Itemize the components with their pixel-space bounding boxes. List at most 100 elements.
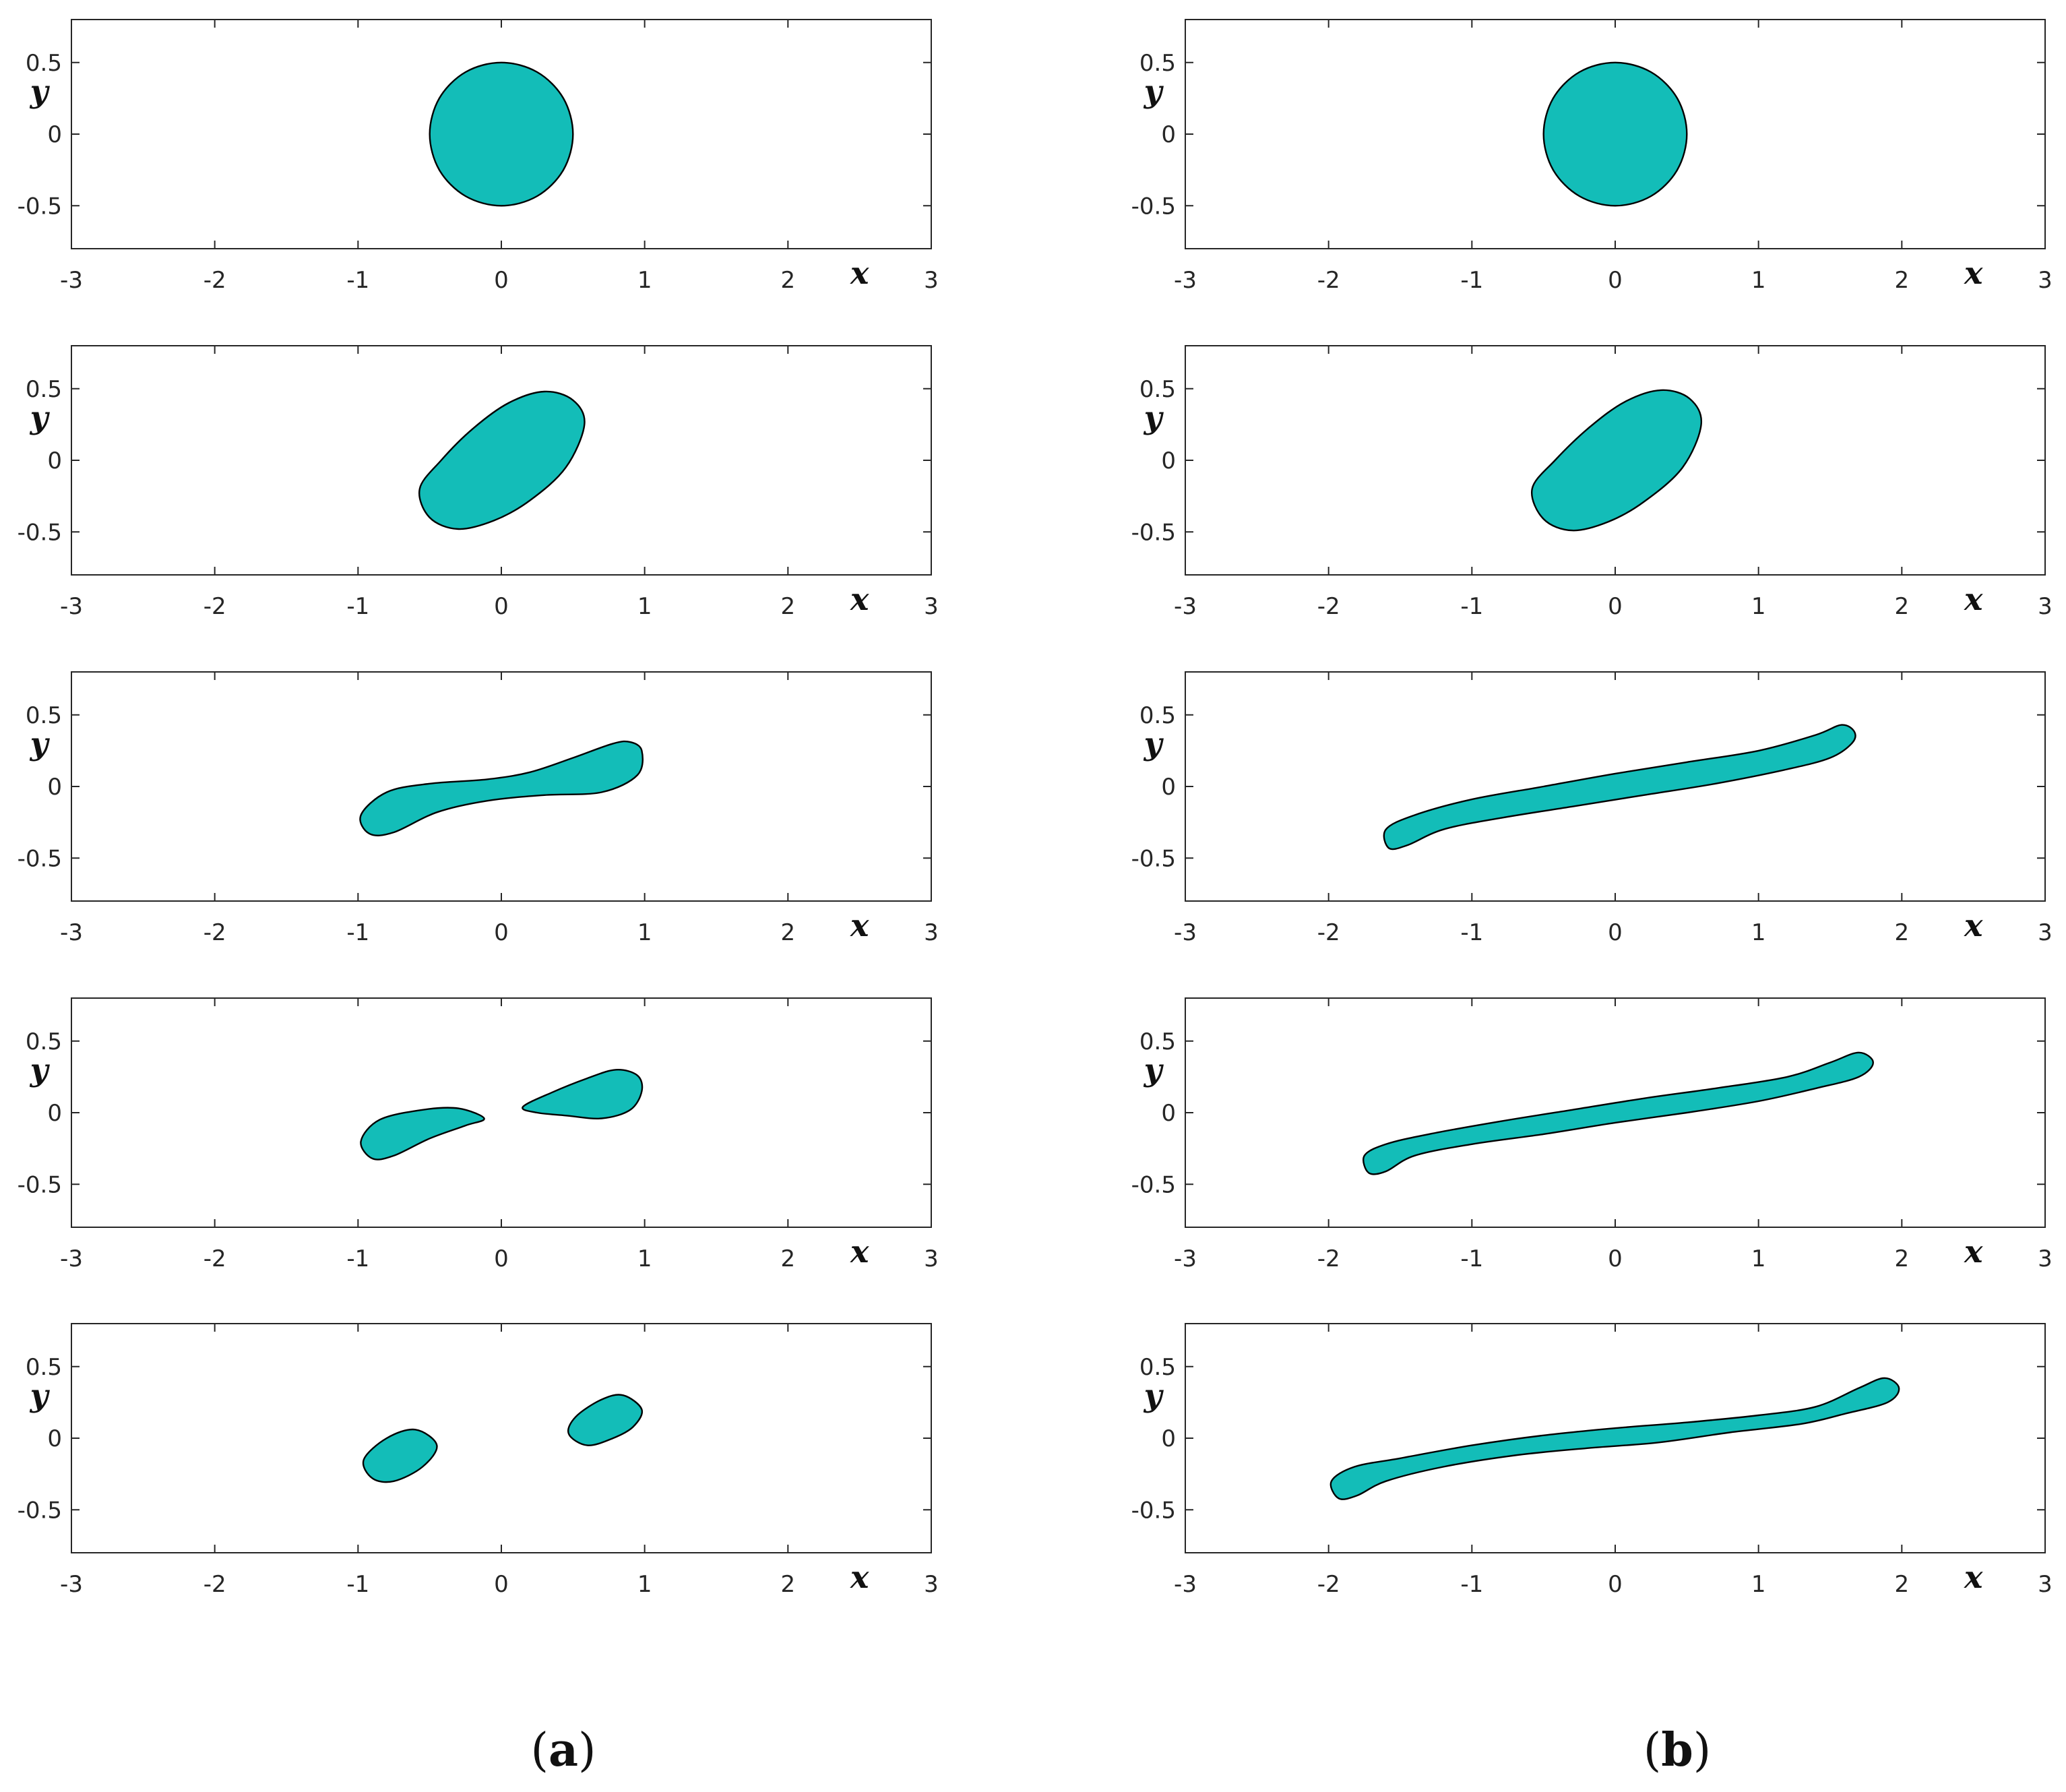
drop-shape-a-4-2 bbox=[522, 1069, 644, 1119]
y-tick-label: 0 bbox=[47, 774, 62, 801]
x-axis-label: x bbox=[1964, 1559, 1983, 1595]
x-tick-label: 2 bbox=[1895, 1571, 1910, 1598]
x-tick-label: -1 bbox=[346, 267, 369, 294]
axes-frame bbox=[71, 1323, 932, 1553]
x-tick-label: -3 bbox=[60, 593, 83, 620]
x-axis-label: x bbox=[1964, 907, 1983, 944]
x-tick-label: -2 bbox=[204, 593, 226, 620]
x-tick-label: 1 bbox=[637, 267, 652, 294]
x-tick-label: 2 bbox=[781, 1245, 796, 1272]
panel-b-1: -3 -2 -1 0 1 2 3 0.5 0 -0.5 x y bbox=[1131, 19, 2053, 294]
x-tick-label: -3 bbox=[1174, 267, 1197, 294]
x-tick-label: -1 bbox=[346, 919, 369, 946]
y-tick-label: 0 bbox=[1161, 1425, 1176, 1452]
x-tick-label: 3 bbox=[2038, 267, 2053, 294]
x-tick-label: -2 bbox=[204, 919, 226, 946]
drop-shape-a-4-1 bbox=[360, 1107, 485, 1161]
x-tick-label: -1 bbox=[1460, 593, 1483, 620]
y-tick-label: 0 bbox=[1161, 121, 1176, 148]
panel-a-1: -3 -2 -1 0 1 2 3 0.5 0 -0.5 x y bbox=[18, 19, 939, 294]
caption-a-close: ) bbox=[578, 1724, 596, 1777]
x-tick-label: 2 bbox=[781, 267, 796, 294]
x-axis-label: x bbox=[850, 255, 869, 291]
y-tick-label: 0 bbox=[1161, 774, 1176, 801]
x-tick-label: 1 bbox=[1751, 593, 1766, 620]
drop-shape-b-2-1 bbox=[1530, 389, 1702, 532]
x-tick-label: 3 bbox=[924, 1245, 939, 1272]
x-tick-label: -1 bbox=[346, 1245, 369, 1272]
x-tick-label: 2 bbox=[1895, 593, 1910, 620]
x-tick-label: -3 bbox=[60, 919, 83, 946]
panel-a-5: -3 -2 -1 0 1 2 3 0.5 0 -0.5 x y bbox=[18, 1323, 939, 1598]
x-tick-label: 1 bbox=[1751, 1571, 1766, 1598]
x-tick-label: 3 bbox=[924, 593, 939, 620]
x-tick-label: 0 bbox=[1608, 593, 1623, 620]
x-axis-label: x bbox=[1964, 255, 1983, 291]
x-tick-label: 2 bbox=[1895, 1245, 1910, 1272]
x-tick-label: 2 bbox=[1895, 267, 1910, 294]
y-axis-label: y bbox=[1144, 1051, 1164, 1088]
x-tick-label: 0 bbox=[494, 267, 509, 294]
x-axis-label: x bbox=[850, 1233, 869, 1270]
x-tick-label: -2 bbox=[1317, 1571, 1340, 1598]
x-tick-label: 1 bbox=[1751, 267, 1766, 294]
x-tick-label: 3 bbox=[2038, 1245, 2053, 1272]
drop-shape-a-3-1 bbox=[359, 740, 644, 836]
drop-shape-b-3-1 bbox=[1383, 724, 1856, 851]
x-axis-label: x bbox=[850, 1559, 869, 1595]
x-tick-label: 0 bbox=[1608, 267, 1623, 294]
y-tick-label: 0.5 bbox=[26, 702, 62, 729]
y-tick-label: 0.5 bbox=[1139, 376, 1176, 403]
y-tick-label: -0.5 bbox=[1131, 1497, 1176, 1524]
y-tick-label: 0.5 bbox=[1139, 50, 1176, 77]
x-tick-label: 1 bbox=[1751, 1245, 1766, 1272]
y-tick-label: 0 bbox=[1161, 447, 1176, 474]
y-tick-label: -0.5 bbox=[18, 1171, 62, 1198]
x-tick-label: 2 bbox=[781, 919, 796, 946]
drop-shape-b-4-1 bbox=[1363, 1051, 1875, 1175]
y-tick-label: -0.5 bbox=[1131, 193, 1176, 220]
x-axis-label: x bbox=[850, 907, 869, 944]
x-tick-label: 3 bbox=[924, 1571, 939, 1598]
x-tick-label: 0 bbox=[1608, 1245, 1623, 1272]
x-tick-label: -1 bbox=[346, 1571, 369, 1598]
y-tick-label: 0 bbox=[1161, 1100, 1176, 1127]
panel-b-3: -3 -2 -1 0 1 2 3 0.5 0 -0.5 x y bbox=[1131, 671, 2053, 946]
x-tick-label: 0 bbox=[494, 593, 509, 620]
x-tick-label: -1 bbox=[1460, 919, 1483, 946]
x-tick-label: -3 bbox=[1174, 919, 1197, 946]
x-tick-label: 3 bbox=[2038, 919, 2053, 946]
y-axis-label: y bbox=[30, 399, 51, 435]
x-axis-label: x bbox=[1964, 581, 1983, 617]
x-tick-label: -1 bbox=[1460, 1245, 1483, 1272]
caption-b: (b) bbox=[1644, 1723, 1712, 1777]
x-tick-label: 3 bbox=[924, 919, 939, 946]
y-tick-label: 0 bbox=[47, 1425, 62, 1452]
caption-b-letter: b bbox=[1661, 1723, 1693, 1777]
x-tick-label: -2 bbox=[1317, 1245, 1340, 1272]
x-tick-label: -2 bbox=[1317, 267, 1340, 294]
x-tick-label: -2 bbox=[1317, 919, 1340, 946]
y-axis-label: y bbox=[1144, 725, 1164, 762]
x-tick-label: 3 bbox=[2038, 593, 2053, 620]
y-tick-label: -0.5 bbox=[1131, 845, 1176, 872]
x-tick-label: -1 bbox=[1460, 1571, 1483, 1598]
x-tick-label: -2 bbox=[204, 267, 226, 294]
caption-a: (a) bbox=[530, 1723, 596, 1777]
drop-shape-a-2-1 bbox=[418, 390, 586, 530]
x-tick-label: 2 bbox=[1895, 919, 1910, 946]
drop-shape-b-5-1 bbox=[1329, 1377, 1900, 1500]
y-tick-label: 0.5 bbox=[26, 1028, 62, 1055]
x-tick-label: 3 bbox=[924, 267, 939, 294]
y-tick-label: 0.5 bbox=[26, 376, 62, 403]
caption-a-letter: a bbox=[549, 1723, 578, 1777]
x-tick-label: 1 bbox=[637, 1571, 652, 1598]
x-tick-label: 1 bbox=[1751, 919, 1766, 946]
x-tick-label: 3 bbox=[2038, 1571, 2053, 1598]
x-tick-label: -3 bbox=[1174, 1571, 1197, 1598]
drop-shape-a-1-1 bbox=[429, 61, 574, 207]
y-tick-label: -0.5 bbox=[18, 193, 62, 220]
panel-a-4: -3 -2 -1 0 1 2 3 0.5 0 -0.5 x y bbox=[18, 997, 939, 1272]
y-tick-label: -0.5 bbox=[1131, 519, 1176, 546]
